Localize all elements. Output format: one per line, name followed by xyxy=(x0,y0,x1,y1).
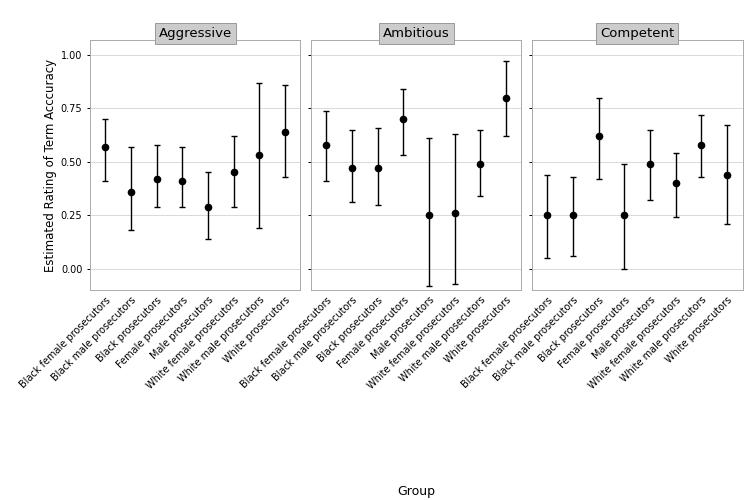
Title: Competent: Competent xyxy=(600,27,674,40)
Title: Aggressive: Aggressive xyxy=(158,27,232,40)
Text: Group: Group xyxy=(398,484,435,498)
Title: Ambitious: Ambitious xyxy=(382,27,450,40)
Y-axis label: Estimated Rating of Term Acccuracy: Estimated Rating of Term Acccuracy xyxy=(44,58,56,272)
